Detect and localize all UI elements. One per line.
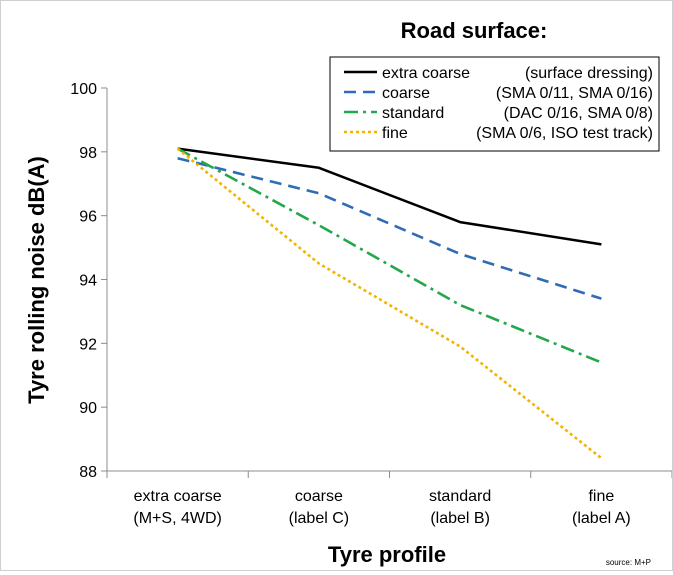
legend-label: extra coarse	[382, 65, 470, 82]
x-tick-label: fine	[588, 488, 614, 505]
series-line-extra-coarse	[177, 147, 602, 246]
series-line-coarse	[177, 156, 602, 300]
axes: 88 90 92 94 96 98 100 extra coarse (M+S, 4WD) coa…	[70, 81, 673, 527]
x-tick-label: (label B)	[430, 510, 490, 527]
y-axis-label: Tyre rolling noise dB(A)	[24, 156, 49, 404]
x-axis-label: Tyre profile	[328, 542, 446, 567]
legend-detail: (SMA 0/11, SMA 0/16)	[496, 85, 653, 102]
legend-detail: (DAC 0/16, SMA 0/8)	[504, 105, 653, 122]
y-tick-label: 94	[79, 273, 97, 290]
x-tick-label: (M+S, 4WD)	[133, 510, 221, 527]
y-tick-label: 92	[79, 336, 97, 353]
legend-label: standard	[382, 105, 444, 122]
legend-label: fine	[382, 125, 408, 142]
x-tick-label: coarse	[295, 488, 343, 505]
source-note: source: M+P	[606, 558, 651, 567]
y-tick-label: 88	[79, 464, 97, 481]
x-tick-label: (label C)	[289, 510, 349, 527]
y-tick-label: 90	[79, 400, 97, 417]
legend-detail: (surface dressing)	[525, 65, 653, 82]
series-line-fine	[176, 147, 603, 460]
legend: extra coarse (surface dressing) coarse (SMA…	[344, 65, 653, 142]
x-tick-label: (label A)	[572, 510, 631, 527]
legend-title: Road surface:	[401, 18, 548, 43]
plot-area	[176, 147, 603, 460]
y-tick-label: 98	[79, 145, 97, 162]
legend-box	[329, 56, 660, 152]
series-line-standard	[176, 147, 602, 364]
x-tick-label: extra coarse	[134, 488, 222, 505]
y-tick-label: 96	[79, 209, 97, 226]
y-tick-label: 100	[70, 81, 97, 98]
legend-label: coarse	[382, 85, 430, 102]
x-tick-label: standard	[429, 488, 491, 505]
legend-detail: (SMA 0/6, ISO test track)	[476, 125, 653, 142]
